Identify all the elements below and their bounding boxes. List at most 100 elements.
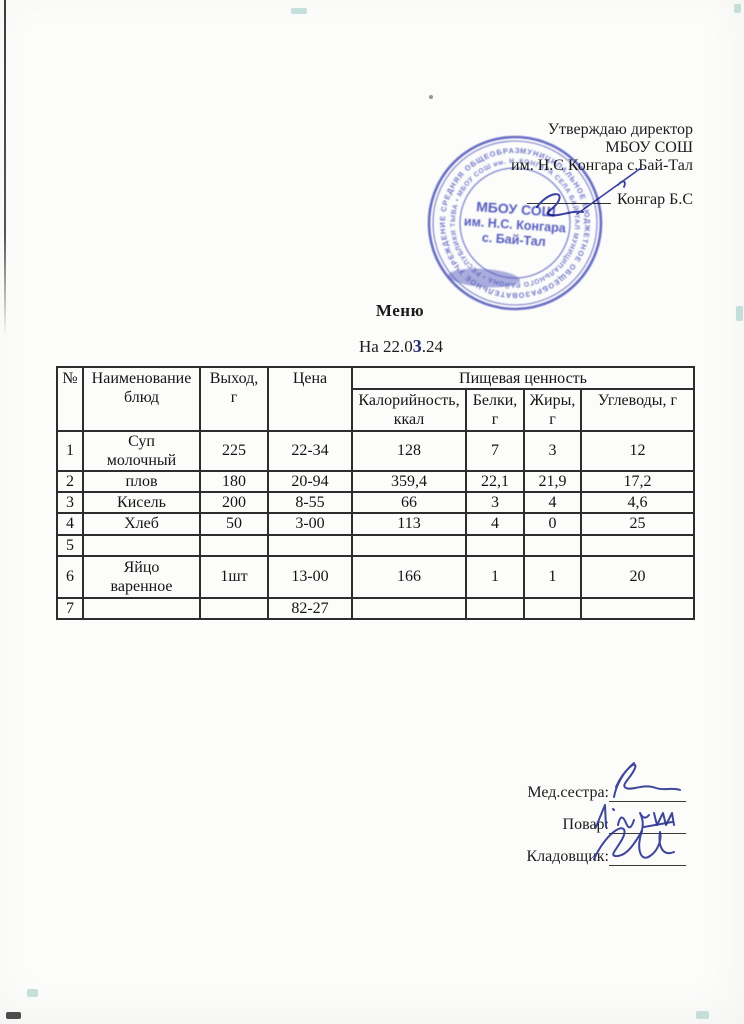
cell-num: 7 <box>56 596 84 620</box>
table-row: 7 82-27 <box>56 596 695 620</box>
cell-protein <box>465 533 525 557</box>
signature-underline <box>609 787 686 802</box>
cell-protein: 3 <box>465 491 525 515</box>
signatures-block: Мед.сестра: Повар: Кладовщик: <box>526 762 686 879</box>
cell-output: 180 <box>199 469 269 494</box>
cell-dish-name: Кисель <box>82 491 201 515</box>
cell-carbs: 25 <box>580 512 695 536</box>
scan-speck <box>696 1011 709 1019</box>
cell-fat: 4 <box>523 491 582 515</box>
header-carbs: Углеводы, г <box>580 388 695 432</box>
signature-underline <box>609 819 686 834</box>
scan-edge-line <box>4 0 6 336</box>
document-title: Меню <box>375 301 425 320</box>
cell-carbs <box>580 533 695 557</box>
cell-fat <box>523 596 582 620</box>
date-overwritten-digit: 3 <box>412 336 422 356</box>
header-fat: Жиры, г <box>523 388 582 432</box>
cell-output: 1шт <box>199 554 269 599</box>
header-output: Выход, г <box>199 366 269 432</box>
table-row: 1 Суп молочный 225 22-34 128 7 3 12 <box>56 429 695 472</box>
cell-calories: 113 <box>351 512 467 536</box>
school-round-stamp: МУНИЦИПАЛЬНОЕ БЮДЖЕТНОЕ ОБЩЕОБРАЗОВАТЕЛЬ… <box>420 128 603 311</box>
cell-fat: 21,9 <box>523 469 582 494</box>
cell-protein: 1 <box>465 554 525 599</box>
cell-calories: 359,4 <box>351 469 467 494</box>
storekeeper-signature-ink <box>593 821 675 860</box>
storekeeper-label: Кладовщик: <box>526 848 609 865</box>
cell-dish-name <box>82 596 201 620</box>
cell-calories: 66 <box>351 491 467 515</box>
scan-speck <box>429 95 433 99</box>
cell-dish-name: плов <box>82 469 201 494</box>
nurse-label: Мед.сестра: <box>527 784 609 801</box>
cell-carbs: 20 <box>580 554 695 599</box>
scan-speck <box>734 4 741 13</box>
header-price: Цена <box>267 366 353 432</box>
header-num: № <box>56 366 84 432</box>
cell-num: 6 <box>56 554 84 599</box>
cell-dish-name: Суп молочный <box>82 429 201 472</box>
cell-carbs: 4,6 <box>580 491 695 515</box>
cell-price: 13-00 <box>267 554 353 599</box>
signature-row-nurse: Мед.сестра: <box>526 762 686 802</box>
cell-calories <box>351 596 467 620</box>
stamp-center-line-1: МБОУ СОШ <box>476 198 557 220</box>
cell-carbs: 17,2 <box>580 469 695 494</box>
cell-num: 5 <box>56 533 84 557</box>
cell-num: 4 <box>56 512 84 536</box>
scan-speck <box>6 1012 21 1019</box>
table-row: 4 Хлеб 50 3-00 113 4 0 25 <box>56 512 695 536</box>
cell-protein: 22,1 <box>465 469 525 494</box>
table-row: 2 плов 180 20-94 359,4 22,1 21,9 17,2 <box>56 469 695 494</box>
cook-signature-ink <box>595 804 675 834</box>
cell-fat: 0 <box>523 512 582 536</box>
cell-protein: 7 <box>465 429 525 472</box>
date-prefix: На 22.0 <box>358 337 413 356</box>
approval-line-2: МБОУ СОШ <box>605 139 693 156</box>
approval-block: Утверждаю директор МБОУ СОШ им. Н.С Конг… <box>443 121 693 217</box>
cell-price: 22-34 <box>267 429 353 472</box>
header-nutrition: Пищевая ценность <box>351 365 695 391</box>
cell-calories: 128 <box>351 429 467 472</box>
nurse-signature-ink <box>613 762 681 798</box>
header-protein: Белки, г <box>465 388 525 432</box>
document-date: На 22.03.24 <box>330 336 472 357</box>
approval-signature-line: Конгар Б.С <box>443 190 693 209</box>
cell-fat: 1 <box>523 554 582 599</box>
cell-output <box>199 596 269 620</box>
signature-row-storekeeper: Кладовщик: <box>526 821 686 866</box>
menu-table: № Наименование блюд Выход, г Цена Пищева… <box>56 365 695 620</box>
signature-underline <box>527 190 612 204</box>
cell-output: 225 <box>199 429 269 472</box>
cell-output <box>199 533 269 557</box>
signature-underline <box>609 851 686 866</box>
cell-fat <box>523 533 582 557</box>
header-calories: Калорийность, ккал <box>351 388 467 432</box>
cell-protein: 4 <box>465 512 525 536</box>
cell-carbs <box>580 596 695 620</box>
date-suffix: .24 <box>421 337 444 356</box>
scan-speck <box>291 8 307 14</box>
cook-label: Повар: <box>562 816 609 833</box>
cell-calories <box>351 533 467 557</box>
scan-speck <box>736 306 743 321</box>
table-row: 5 <box>56 533 695 557</box>
cell-carbs: 12 <box>580 429 695 472</box>
cell-fat: 3 <box>523 429 582 472</box>
cell-calories: 166 <box>351 554 467 599</box>
table-row: 3 Кисель 200 8-55 66 3 4 4,6 <box>56 491 695 515</box>
cell-protein <box>465 596 525 620</box>
stamp-ink-smudge <box>448 268 521 288</box>
cell-dish-name: Яйцо варенное <box>82 554 201 599</box>
scan-speck <box>27 989 38 997</box>
cell-num: 2 <box>56 469 84 494</box>
cell-dish-name: Хлеб <box>82 512 201 536</box>
table-row: 6 Яйцо варенное 1шт 13-00 166 1 1 20 <box>56 554 695 599</box>
approval-signer-name: Конгар Б.С <box>617 191 693 208</box>
cell-num: 3 <box>56 491 84 515</box>
approval-line-3: им. Н.С Конгара с.Бай-Тал <box>511 157 693 174</box>
cell-price <box>267 533 353 557</box>
director-signature-ink <box>536 167 642 217</box>
